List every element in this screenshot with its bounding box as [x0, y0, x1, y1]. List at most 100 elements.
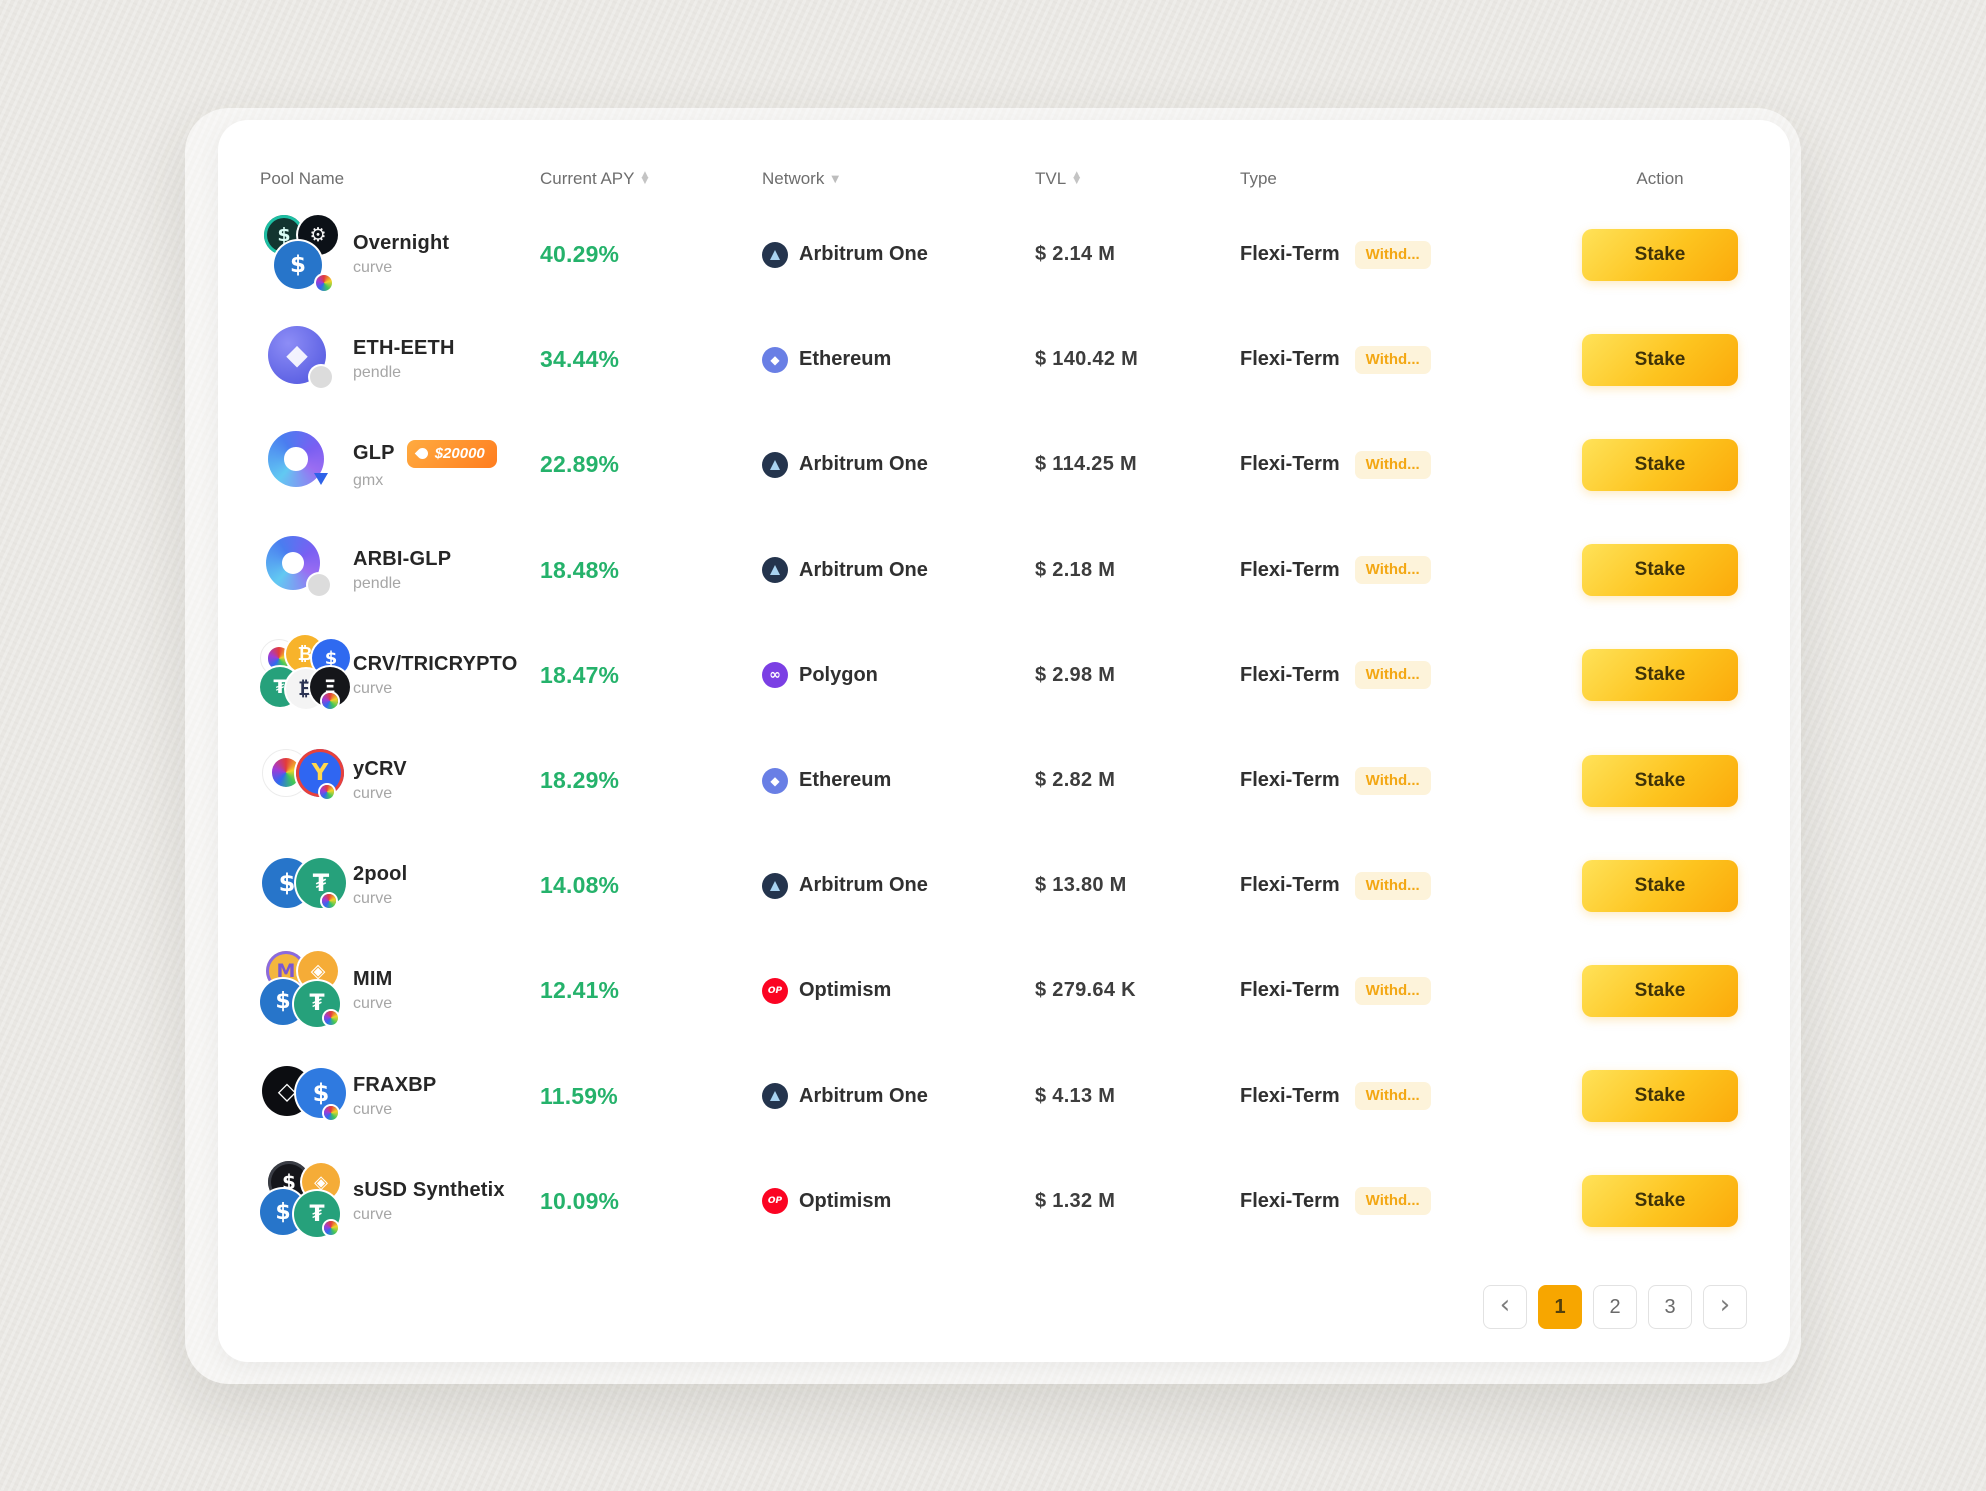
current-apy-value: 11.59%	[540, 1082, 618, 1109]
column-header-pool-name: Pool Name	[260, 169, 540, 189]
action-cell: Stake	[1582, 544, 1738, 597]
stake-button[interactable]: Stake	[1582, 1175, 1738, 1228]
pool-name-line: FRAXBP	[353, 1074, 436, 1097]
type-label: Flexi-Term	[1240, 558, 1340, 581]
arbitrum-triangle	[770, 1091, 780, 1102]
pool-text: 2pool curve	[353, 863, 407, 908]
withdraw-badge: Withd...	[1354, 450, 1431, 479]
arbitrum-triangle	[770, 459, 780, 470]
pool-text: Overnight curve	[353, 232, 449, 277]
stake-button[interactable]: Stake	[1582, 649, 1738, 702]
column-header-current-apy[interactable]: Current APY ▲ ▼	[540, 169, 762, 189]
action-cell: Stake	[1582, 228, 1738, 281]
table-row: $ ₮ 2pool curve 14.08% Arbitrum One $ 13.80 M F…	[260, 833, 1738, 938]
column-label: TVL	[1035, 169, 1067, 188]
stake-button[interactable]: Stake	[1582, 1070, 1738, 1123]
caret-down-icon[interactable]: ▼	[831, 173, 840, 185]
type-label: Flexi-Term	[1240, 243, 1340, 266]
current-apy-value: 12.41%	[540, 977, 620, 1004]
network-cell: Arbitrum One	[762, 241, 1035, 268]
stake-button[interactable]: Stake	[1582, 333, 1738, 386]
coin-token-icon: $	[296, 1068, 346, 1119]
withdraw-badge: Withd...	[1354, 1187, 1431, 1216]
pool-protocol: curve	[353, 995, 393, 1013]
chevron-left-icon: ‹	[1499, 1290, 1511, 1320]
pool-text: CRV/TRICRYPTO curve	[353, 653, 517, 698]
pool-icon-cluster	[260, 530, 344, 610]
pool-icon-cluster: $ ₮	[260, 846, 346, 926]
pool-text: ETH-EETH pendle	[353, 337, 455, 382]
action-cell: Stake	[1582, 964, 1738, 1017]
sort-icon[interactable]: ▲ ▼	[1073, 170, 1081, 186]
pool-cell: ◇ $ FRAXBP curve	[260, 1056, 540, 1136]
page-1-button[interactable]: 1	[1538, 1285, 1582, 1329]
optimism-network-icon: OP	[762, 1188, 788, 1215]
stake-button[interactable]: Stake	[1582, 754, 1738, 807]
pool-icon-cluster	[260, 425, 344, 505]
pool-protocol: pendle	[353, 574, 402, 592]
pool-icon-cluster: $ ⚙ $	[260, 214, 344, 295]
network-label: Arbitrum One	[799, 874, 928, 897]
pool-icon-cluster: M ◈ $ ₮	[260, 950, 344, 1031]
type-label: Flexi-Term	[1240, 453, 1340, 476]
page-2-button[interactable]: 2	[1593, 1285, 1637, 1329]
current-apy-value: 40.29%	[540, 241, 620, 268]
pool-name-line: ARBI-GLP	[353, 548, 451, 571]
pool-name-line: yCRV	[353, 758, 407, 781]
withdraw-badge: Withd...	[1354, 556, 1431, 585]
curve-protocol-chip-icon	[320, 784, 334, 799]
withdraw-badge: Withd...	[1354, 766, 1431, 795]
network-cell: Arbitrum One	[762, 872, 1035, 899]
type-cell: Flexi-Term Withd...	[1240, 240, 1582, 269]
action-cell: Stake	[1582, 859, 1738, 912]
network-label: Ethereum	[799, 769, 892, 792]
current-apy-value: 18.47%	[540, 661, 620, 688]
type-cell: Flexi-Term Withd...	[1240, 345, 1582, 374]
arbitrum-triangle	[770, 880, 780, 891]
page-prev-button[interactable]: ‹	[1483, 1285, 1527, 1329]
pool-name-line: 2pool	[353, 863, 407, 886]
pool-name-line: CRV/TRICRYPTO	[353, 653, 517, 676]
withdraw-badge: Withd...	[1354, 661, 1431, 690]
type-cell: Flexi-Term Withd...	[1240, 871, 1582, 900]
current-apy-value: 34.44%	[540, 346, 620, 373]
pool-protocol: curve	[353, 259, 393, 277]
pool-name: GLP	[353, 442, 395, 465]
pool-text: sUSD Synthetix curve	[353, 1179, 505, 1224]
pool-name: 2pool	[353, 863, 408, 886]
table-header: Pool Name Current APY ▲ ▼ Network ▼ TVL ▲…	[260, 160, 1738, 198]
arbitrum-triangle	[770, 565, 780, 576]
column-header-network[interactable]: Network ▼	[762, 169, 1035, 189]
table-row: GLP $20000 gmx 22.89% Arbitrum One $ 114.25 M…	[260, 412, 1738, 517]
type-label: Flexi-Term	[1240, 1084, 1340, 1107]
tvl-value: $ 2.14 M	[1035, 243, 1116, 266]
pool-protocol: curve	[353, 1205, 393, 1223]
action-cell: Stake	[1582, 1070, 1738, 1123]
withdraw-badge: Withd...	[1354, 345, 1431, 374]
pool-name: yCRV	[353, 758, 407, 781]
stake-button[interactable]: Stake	[1582, 544, 1738, 597]
tvl-value: $ 279.64 K	[1035, 979, 1136, 1002]
stake-button[interactable]: Stake	[1582, 228, 1738, 281]
page-3-button[interactable]: 3	[1648, 1285, 1692, 1329]
curve-protocol-chip-icon	[324, 1010, 338, 1025]
type-label: Flexi-Term	[1240, 979, 1340, 1002]
network-label: Optimism	[799, 1189, 892, 1212]
type-cell: Flexi-Term Withd...	[1240, 1082, 1582, 1111]
ethereum-network-icon: ◆	[762, 767, 788, 794]
sort-icon[interactable]: ▲ ▼	[641, 170, 649, 186]
stake-button[interactable]: Stake	[1582, 438, 1738, 491]
staking-pools-card: Pool Name Current APY ▲ ▼ Network ▼ TVL ▲…	[218, 120, 1790, 1362]
stake-button[interactable]: Stake	[1582, 964, 1738, 1017]
withdraw-badge: Withd...	[1354, 871, 1431, 900]
column-header-tvl[interactable]: TVL ▲ ▼	[1035, 169, 1240, 189]
arbitrum-network-icon	[762, 451, 788, 478]
curve-protocol-chip-icon	[322, 893, 336, 908]
type-label: Flexi-Term	[1240, 1189, 1340, 1212]
page-next-button[interactable]: ›	[1703, 1285, 1747, 1329]
pool-text: MIM curve	[353, 968, 392, 1013]
pool-text: FRAXBP curve	[353, 1074, 436, 1119]
pool-icon-cluster: Y	[260, 741, 344, 821]
stake-button[interactable]: Stake	[1582, 859, 1738, 912]
tvl-value: $ 140.42 M	[1035, 348, 1139, 371]
